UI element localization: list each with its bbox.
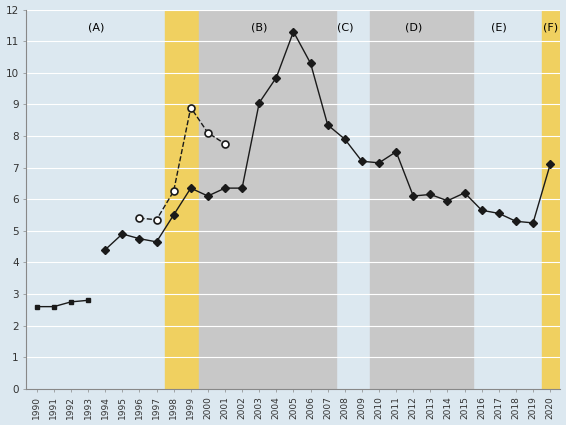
Text: (F): (F): [543, 22, 558, 32]
Text: (C): (C): [337, 22, 353, 32]
Bar: [542, 9, 559, 389]
Text: (E): (E): [491, 22, 507, 32]
Bar: [199, 9, 336, 389]
Text: (B): (B): [251, 22, 267, 32]
Bar: [371, 9, 473, 389]
Text: (D): (D): [405, 22, 422, 32]
Text: (A): (A): [88, 22, 105, 32]
Bar: [165, 9, 199, 389]
